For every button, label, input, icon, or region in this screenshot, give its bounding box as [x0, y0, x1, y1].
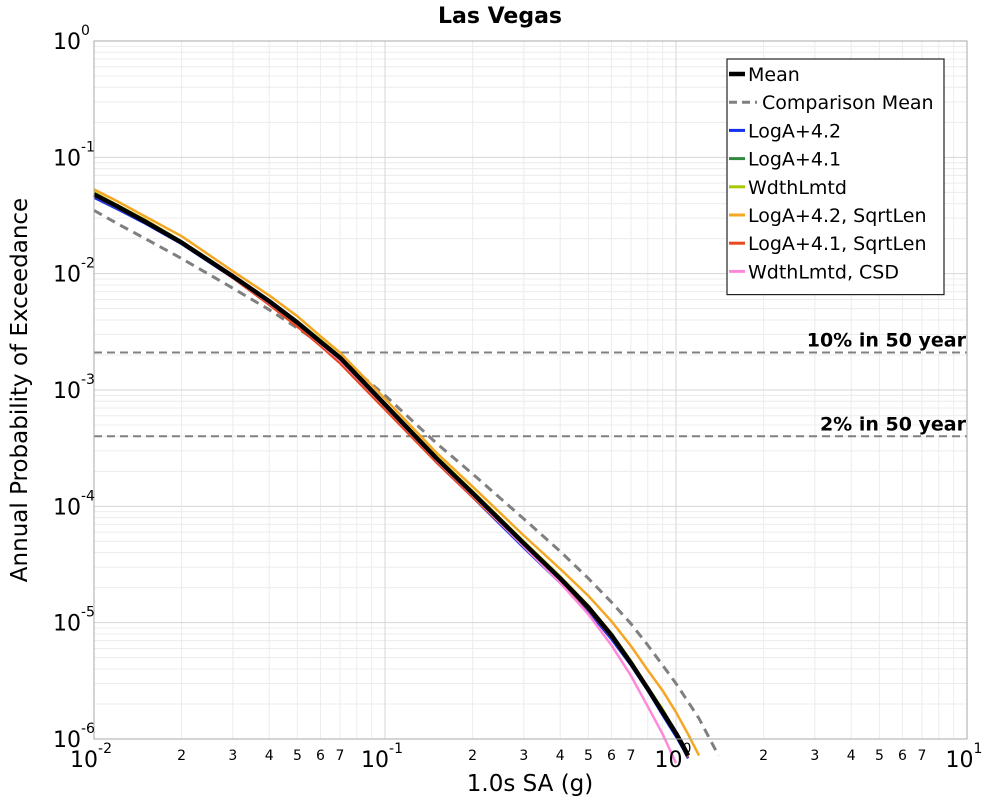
x-minor-tick-label: 6 — [898, 748, 907, 764]
y-tick-label: 10-4 — [53, 488, 95, 520]
y-tick-label: 10-6 — [53, 721, 95, 753]
x-minor-tick-label: 3 — [228, 748, 237, 764]
x-minor-tick-label: 4 — [847, 748, 856, 764]
x-minor-tick-label: 6 — [316, 748, 325, 764]
legend-entry: LogA+4.1, SqrtLen — [748, 233, 927, 255]
plot-frame — [93, 40, 968, 740]
y-tick-label: 100 — [53, 23, 90, 55]
x-tick-label: 10-1 — [361, 741, 403, 773]
legend-entry: LogA+4.2 — [748, 120, 841, 142]
x-minor-tick-label: 2 — [759, 748, 768, 764]
legend-box — [726, 58, 945, 296]
x-minor-tick-label: 7 — [335, 748, 344, 764]
legend: Mean Comparison Mean LogA+4.2 LogA+4.1 WdthL… — [726, 58, 945, 296]
x-tick-label: 100 — [655, 741, 692, 773]
legend-entry: LogA+4.1 — [748, 149, 841, 171]
reference-lines: 10% in 50 year 2% in 50 year — [94, 330, 967, 438]
x-minor-tick-label: 7 — [917, 748, 926, 764]
x-minor-tick-label: 5 — [584, 748, 593, 764]
y-tick-label: 10-2 — [53, 256, 95, 288]
legend-entry: LogA+4.2, SqrtLen — [748, 205, 927, 227]
x-minor-tick-label: 3 — [519, 748, 528, 764]
series-line-comparison-mean — [93, 209, 720, 757]
x-minor-tick-label: 7 — [626, 748, 635, 764]
reference-line-label: 10% in 50 year — [807, 330, 967, 352]
legend-entry: WdthLmtd — [748, 177, 847, 199]
legend-entry: Comparison Mean — [762, 92, 934, 114]
y-tick-label: 10-5 — [53, 605, 95, 637]
series-layer — [92, 188, 720, 764]
x-minor-tick-label: 5 — [875, 748, 884, 764]
y-tick-label: 10-1 — [53, 139, 95, 171]
reference-line-label: 2% in 50 year — [820, 413, 967, 435]
chart-title: Las Vegas — [438, 4, 562, 29]
legend-entry: WdthLmtd, CSD — [748, 261, 899, 283]
x-axis-label: 1.0s SA (g) — [467, 771, 594, 797]
series-line-loga-4-2-sqrtlen — [93, 188, 701, 757]
x-minor-tick-label: 4 — [265, 748, 274, 764]
x-minor-tick-label: 3 — [810, 748, 819, 764]
grid-layer — [93, 40, 968, 740]
x-tick-label: 10-2 — [70, 741, 112, 773]
x-minor-tick-label: 5 — [293, 748, 302, 764]
x-minor-tick-label: 4 — [556, 748, 565, 764]
x-tick-label: 101 — [946, 741, 983, 773]
legend-entry: Mean — [748, 64, 800, 86]
x-minor-tick-label: 6 — [607, 748, 616, 764]
y-tick-label: 10-3 — [53, 372, 95, 404]
x-minor-tick-label: 2 — [468, 748, 477, 764]
x-minor-tick-label: 2 — [177, 748, 186, 764]
series-line-mean — [92, 192, 691, 757]
y-axis-label: Annual Probability of Exceedance — [7, 198, 33, 582]
